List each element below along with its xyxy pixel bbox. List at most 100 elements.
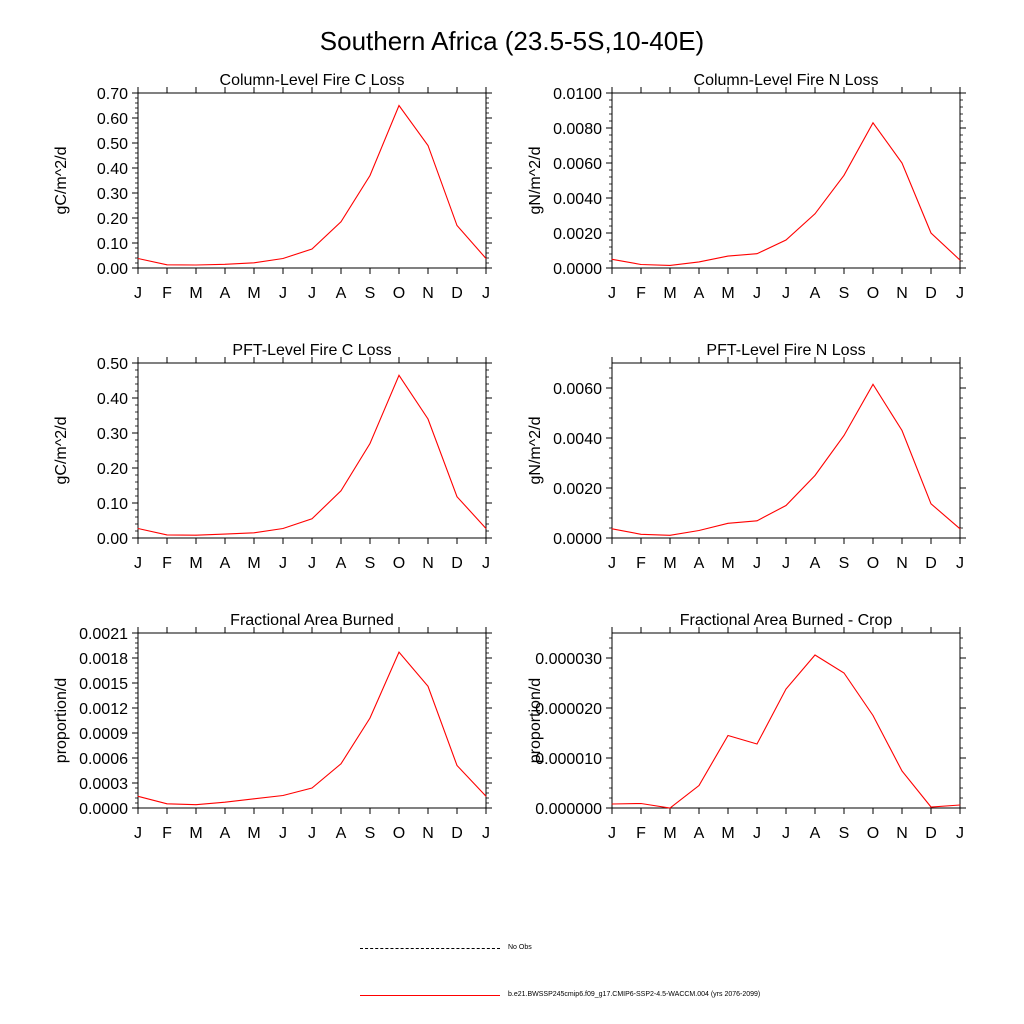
data-point: [930, 232, 932, 234]
x-tick-label: J: [608, 555, 616, 572]
series-line: [137, 651, 487, 806]
x-tick-label: A: [220, 285, 231, 302]
y-tick-label: 0.0000: [553, 261, 602, 278]
data-point: [369, 717, 371, 719]
data-point: [756, 743, 758, 745]
x-tick-label: J: [782, 825, 790, 842]
plot-frame: [611, 362, 961, 539]
y-tick-label: 0.000030: [535, 651, 602, 668]
x-tick-label: M: [721, 825, 734, 842]
legend-swatch-dashed: [360, 948, 500, 949]
y-tick-label: 0.00: [97, 261, 128, 278]
x-tick-label: M: [663, 285, 676, 302]
y-tick-label: 0.0040: [553, 191, 602, 208]
y-tick-label: 0.000000: [535, 801, 602, 818]
data-point: [166, 264, 168, 266]
y-tick-label: 0.60: [97, 111, 128, 128]
y-tick-label: 0.70: [97, 86, 128, 103]
x-tick-label: A: [220, 825, 231, 842]
data-point: [785, 505, 787, 506]
data-point: [814, 213, 816, 215]
x-tick-label: J: [482, 825, 490, 842]
x-tick-label: N: [422, 825, 434, 842]
data-point: [611, 803, 613, 805]
y-tick-label: 0.0012: [79, 701, 128, 718]
data-point: [669, 534, 671, 536]
data-point: [872, 122, 874, 124]
y-tick-label: 0.0015: [79, 676, 128, 693]
x-tick-label: J: [308, 825, 316, 842]
y-tick-label: 0.0020: [553, 481, 602, 498]
x-tick-label: J: [753, 285, 761, 302]
x-tick-label: A: [694, 825, 705, 842]
plot-frame: [137, 92, 487, 269]
x-tick-label: J: [134, 555, 142, 572]
legend-swatch-solid: [360, 995, 500, 996]
x-tick-label: J: [753, 825, 761, 842]
x-tick-label: A: [810, 825, 821, 842]
data-point: [727, 735, 729, 736]
x-tick-label: N: [896, 555, 908, 572]
data-point: [485, 258, 487, 259]
data-point: [427, 685, 429, 687]
data-point: [195, 534, 197, 536]
data-point: [282, 795, 284, 796]
x-tick-label: A: [220, 555, 231, 572]
data-point: [640, 803, 642, 804]
x-tick-label: D: [925, 285, 937, 302]
plot-frame: [137, 632, 487, 809]
x-tick-label: J: [134, 285, 142, 302]
data-point: [311, 787, 313, 789]
y-tick-label: 0.000010: [535, 751, 602, 768]
y-tick-label: 0.000020: [535, 701, 602, 718]
data-point: [456, 496, 458, 498]
data-point: [369, 443, 371, 444]
x-tick-label: J: [608, 285, 616, 302]
x-tick-label: A: [336, 555, 347, 572]
y-tick-label: 0.0000: [79, 801, 128, 818]
y-axis-label: gN/m^2/d: [527, 417, 544, 485]
data-point: [485, 795, 487, 797]
data-point: [611, 528, 613, 530]
data-point: [785, 239, 787, 241]
x-tick-label: A: [694, 555, 705, 572]
x-tick-label: M: [721, 285, 734, 302]
chart-title: Column-Level Fire N Loss: [694, 72, 879, 89]
legend-label: No Obs: [508, 944, 532, 951]
data-point: [282, 528, 284, 529]
data-point: [311, 248, 313, 250]
x-tick-label: S: [839, 285, 850, 302]
data-point: [756, 520, 758, 522]
x-tick-label: M: [189, 825, 202, 842]
data-point: [253, 262, 255, 264]
data-point: [814, 475, 816, 476]
x-tick-label: A: [336, 285, 347, 302]
y-tick-label: 0.20: [97, 461, 128, 478]
y-tick-label: 0.10: [97, 236, 128, 253]
data-point: [959, 804, 961, 806]
data-point: [959, 259, 961, 261]
x-tick-label: F: [162, 285, 172, 302]
data-point: [195, 804, 197, 806]
series-line: [611, 121, 961, 266]
data-point: [166, 534, 168, 536]
data-point: [930, 503, 932, 505]
data-point: [398, 651, 400, 653]
y-tick-label: 0.50: [97, 136, 128, 153]
data-point: [340, 221, 342, 223]
y-tick-label: 0.20: [97, 211, 128, 228]
x-tick-label: F: [636, 555, 646, 572]
x-tick-label: M: [247, 825, 260, 842]
x-tick-label: J: [482, 285, 490, 302]
data-point: [901, 430, 903, 431]
y-tick-label: 0.0003: [79, 776, 128, 793]
x-tick-label: O: [867, 555, 879, 572]
data-point: [427, 145, 429, 146]
x-tick-label: J: [753, 555, 761, 572]
series-line: [611, 654, 961, 809]
data-point: [843, 435, 845, 436]
y-axis-label: gN/m^2/d: [527, 147, 544, 215]
x-tick-label: O: [393, 825, 405, 842]
figure-title: Southern Africa (23.5-5S,10-40E): [320, 26, 704, 56]
